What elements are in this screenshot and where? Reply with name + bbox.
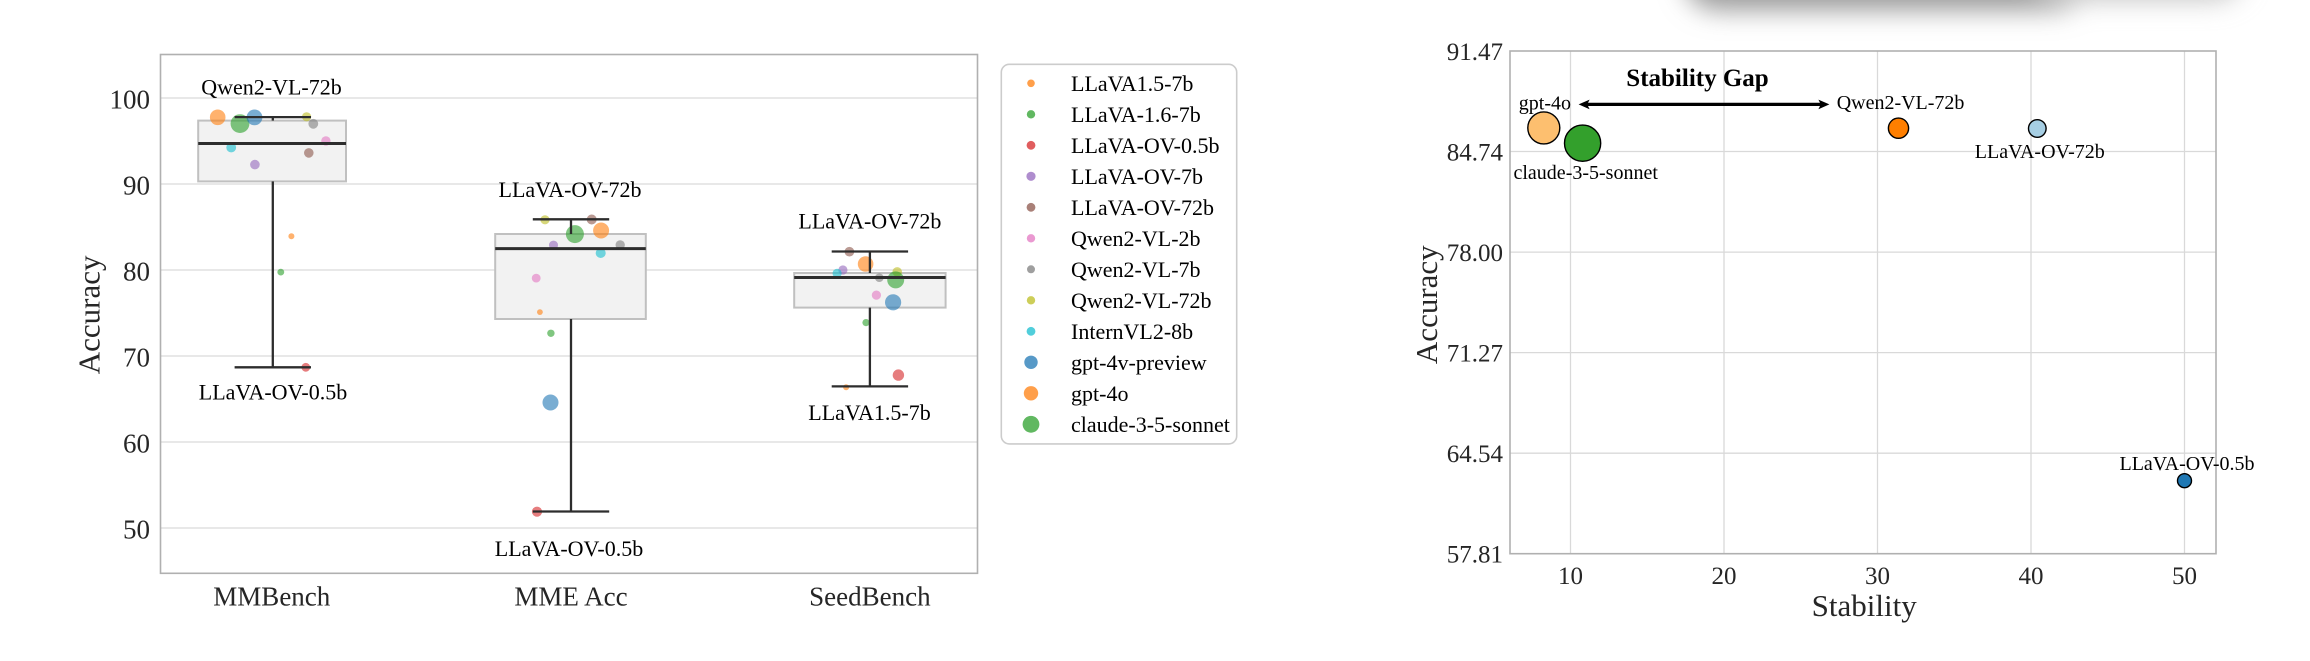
svg-text:60: 60 [123, 429, 150, 459]
svg-text:LLaVA-OV-0.5b: LLaVA-OV-0.5b [2120, 453, 2255, 475]
svg-text:Qwen2-VL-72b: Qwen2-VL-72b [1837, 92, 1965, 114]
svg-text:Stability: Stability [1812, 588, 1918, 623]
svg-text:20: 20 [1712, 563, 1737, 590]
svg-text:40: 40 [2019, 563, 2044, 590]
svg-text:Qwen2-VL-72b: Qwen2-VL-72b [1071, 288, 1212, 313]
svg-text:LLaVA1.5-7b: LLaVA1.5-7b [808, 400, 930, 425]
svg-text:Accuracy: Accuracy [71, 255, 106, 374]
svg-text:LLaVA-OV-72b: LLaVA-OV-72b [499, 177, 642, 202]
svg-text:Accuracy: Accuracy [1409, 245, 1444, 364]
svg-text:30: 30 [1865, 563, 1890, 590]
svg-text:Qwen2-VL-72b: Qwen2-VL-72b [201, 75, 342, 100]
svg-text:MMBench: MMBench [213, 582, 330, 612]
svg-text:LLaVA-OV-72b: LLaVA-OV-72b [1975, 141, 2105, 163]
svg-text:80: 80 [123, 257, 150, 287]
svg-text:Stability Gap: Stability Gap [1626, 65, 1768, 92]
svg-text:LLaVA-1.6-7b: LLaVA-1.6-7b [1071, 102, 1201, 127]
svg-text:LLaVA1.5-7b: LLaVA1.5-7b [1071, 71, 1193, 96]
svg-text:LLaVA-OV-0.5b: LLaVA-OV-0.5b [199, 380, 348, 405]
svg-text:LLaVA-OV-0.5b: LLaVA-OV-0.5b [1071, 133, 1220, 158]
svg-text:claude-3-5-sonnet: claude-3-5-sonnet [1514, 162, 1659, 184]
svg-text:50: 50 [2172, 563, 2197, 590]
svg-text:LLaVA-OV-7b: LLaVA-OV-7b [1071, 164, 1203, 189]
svg-text:57.81: 57.81 [1447, 542, 1503, 569]
svg-text:LLaVA-OV-0.5b: LLaVA-OV-0.5b [495, 536, 644, 561]
svg-text:gpt-4o: gpt-4o [1519, 93, 1571, 115]
svg-text:Qwen2-VL-7b: Qwen2-VL-7b [1071, 257, 1201, 282]
svg-text:gpt-4v-preview: gpt-4v-preview [1071, 350, 1207, 375]
svg-text:InternVL2-8b: InternVL2-8b [1071, 319, 1193, 344]
svg-text:78.00: 78.00 [1447, 240, 1503, 267]
svg-text:claude-3-5-sonnet: claude-3-5-sonnet [1071, 412, 1230, 437]
svg-text:gpt-4o: gpt-4o [1071, 381, 1128, 406]
svg-text:50: 50 [123, 515, 150, 545]
svg-text:64.54: 64.54 [1447, 441, 1504, 468]
svg-text:84.74: 84.74 [1447, 140, 1504, 167]
svg-text:91.47: 91.47 [1447, 39, 1503, 66]
svg-text:70: 70 [123, 343, 150, 373]
svg-text:10: 10 [1558, 563, 1583, 590]
svg-text:Qwen2-VL-2b: Qwen2-VL-2b [1071, 226, 1201, 251]
svg-text:71.27: 71.27 [1447, 341, 1503, 368]
svg-text:100: 100 [110, 85, 151, 115]
svg-text:SeedBench: SeedBench [809, 582, 931, 612]
svg-text:LLaVA-OV-72b: LLaVA-OV-72b [798, 209, 941, 234]
svg-text:90: 90 [123, 171, 150, 201]
svg-text:MME Acc: MME Acc [514, 582, 627, 612]
svg-text:LLaVA-OV-72b: LLaVA-OV-72b [1071, 195, 1214, 220]
